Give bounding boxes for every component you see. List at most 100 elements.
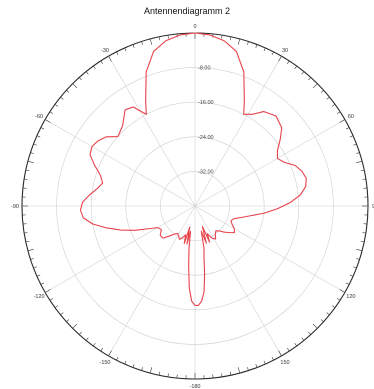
tick-mark [124,47,127,52]
tick-mark [221,373,223,377]
tick-mark [66,90,70,93]
tick-mark [221,35,223,39]
tick-mark [345,282,350,285]
grid-spoke-300 [45,119,196,207]
tick-mark [60,312,64,316]
tick-mark [85,337,89,341]
tick-mark [320,319,324,322]
tick-mark [287,347,290,352]
tick-mark [353,266,357,269]
tick-mark [100,347,103,352]
tick-mark [331,305,336,308]
tick-mark [30,152,34,154]
tick-mark [271,356,274,361]
tick-mark [24,178,28,180]
tick-mark [247,367,249,371]
tick-mark [149,367,153,374]
tick-mark [100,60,103,65]
tick-mark [301,337,305,341]
tick-mark [301,71,305,75]
ring-label: -24.00 [198,135,214,141]
tick-mark [108,350,112,356]
tick-mark [308,77,311,81]
tick-mark [66,319,70,322]
tick-mark [339,119,345,123]
tick-mark [294,65,297,70]
tick-mark [79,331,82,335]
tick-mark [237,38,241,45]
tick-mark [247,41,249,45]
tick-mark [141,367,143,371]
tick-mark [362,232,366,234]
tick-mark [25,169,30,172]
tick-mark [356,152,360,154]
ring-label: -16.00 [198,100,214,106]
tick-mark [229,371,232,376]
tick-mark [124,360,127,365]
tick-mark [36,135,41,138]
angle-label: 60 [348,114,354,120]
tick-mark [24,232,28,234]
tick-mark [25,240,30,243]
tick-mark [108,56,112,62]
tick-mark [54,104,59,107]
angle-label: 150 [280,360,289,366]
tick-mark [158,371,161,376]
ring-label: -32.00 [198,169,214,175]
tick-mark [93,65,96,70]
angle-label: -150 [99,360,110,366]
tick-mark [141,41,143,45]
tick-mark [294,342,297,347]
angle-label: -120 [34,294,45,300]
tick-mark [255,364,258,368]
angle-label: -90 [11,204,19,210]
tick-mark [336,111,341,114]
tick-mark [158,36,161,41]
pattern-series-line-0 [79,32,307,307]
tick-mark [349,135,354,138]
tick-mark [33,266,37,269]
grid-spoke-60 [194,119,345,207]
grid-spoke-210 [108,205,196,356]
tick-mark [356,258,360,260]
tick-mark [229,36,232,41]
grid-spoke-30 [194,56,282,207]
tick-mark [353,143,357,146]
tick-mark [132,44,135,48]
grid-spoke-330 [108,56,196,207]
tick-mark [72,83,78,89]
tick-mark [263,360,266,365]
tick-mark [167,373,169,377]
tick-mark [60,96,64,100]
tick-mark [45,119,51,123]
tick-mark [360,169,365,172]
tick-mark [30,258,34,260]
angle-label: 30 [282,48,288,54]
tick-mark [27,160,34,164]
tick-mark [54,305,59,308]
tick-mark [116,51,119,56]
grid-spoke-240 [45,205,196,293]
tick-mark [93,342,96,347]
grid-spoke-120 [194,205,345,293]
angle-label: -60 [35,114,43,120]
tick-mark [36,274,41,277]
tick-mark [336,298,341,301]
tick-mark [237,367,241,374]
tick-mark [132,364,135,368]
tick-mark [326,312,330,316]
angle-label: 0 [193,24,196,30]
tick-mark [287,60,290,65]
angle-label: 90 [372,204,374,210]
tick-mark [339,289,345,293]
tick-mark [345,127,350,130]
tick-mark [278,350,282,356]
tick-mark [45,289,51,293]
tick-mark [167,35,169,39]
grid-spoke-150 [194,205,282,356]
tick-mark [149,38,153,45]
tick-mark [349,274,354,277]
tick-mark [312,323,318,329]
tick-mark [271,51,274,56]
